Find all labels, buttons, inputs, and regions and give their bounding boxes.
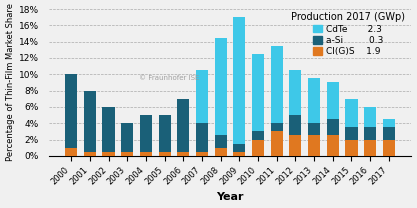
Bar (233, 144, 246, 152)
Bar (215, 135, 227, 148)
Bar (271, 131, 283, 156)
Bar (271, 46, 283, 123)
Bar (383, 119, 395, 127)
Bar (233, 152, 246, 156)
Bar (364, 140, 376, 156)
Bar (196, 152, 208, 156)
Text: © Fraunhofer ISE: © Fraunhofer ISE (139, 74, 200, 80)
Bar (308, 78, 320, 123)
Bar (196, 123, 208, 152)
Bar (84, 152, 96, 156)
Bar (215, 148, 227, 156)
Bar (383, 127, 395, 140)
Bar (327, 82, 339, 119)
Bar (327, 119, 339, 135)
Bar (121, 152, 133, 156)
Bar (252, 140, 264, 156)
Bar (158, 115, 171, 152)
Bar (233, 17, 246, 144)
Bar (345, 127, 357, 140)
Bar (289, 135, 301, 156)
Bar (308, 123, 320, 135)
Bar (140, 115, 152, 152)
Bar (364, 127, 376, 140)
Bar (289, 115, 301, 135)
Bar (383, 140, 395, 156)
Bar (84, 91, 96, 152)
Bar (289, 70, 301, 115)
Bar (271, 123, 283, 131)
Bar (140, 152, 152, 156)
Bar (215, 38, 227, 135)
Bar (345, 99, 357, 127)
Bar (103, 107, 115, 152)
X-axis label: Year: Year (216, 192, 244, 202)
Bar (364, 107, 376, 127)
Bar (345, 140, 357, 156)
Bar (252, 54, 264, 131)
Bar (252, 131, 264, 140)
Legend: CdTe       2.3, a-Si         0.3, CI(G)S    1.9: CdTe 2.3, a-Si 0.3, CI(G)S 1.9 (289, 11, 407, 58)
Bar (65, 148, 77, 156)
Bar (65, 74, 77, 148)
Bar (103, 152, 115, 156)
Bar (177, 152, 189, 156)
Bar (196, 70, 208, 123)
Bar (121, 123, 133, 152)
Y-axis label: Percentage of Thin-Film Market Share: Percentage of Thin-Film Market Share (5, 4, 15, 161)
Bar (327, 135, 339, 156)
Bar (158, 152, 171, 156)
Bar (308, 135, 320, 156)
Bar (177, 99, 189, 152)
